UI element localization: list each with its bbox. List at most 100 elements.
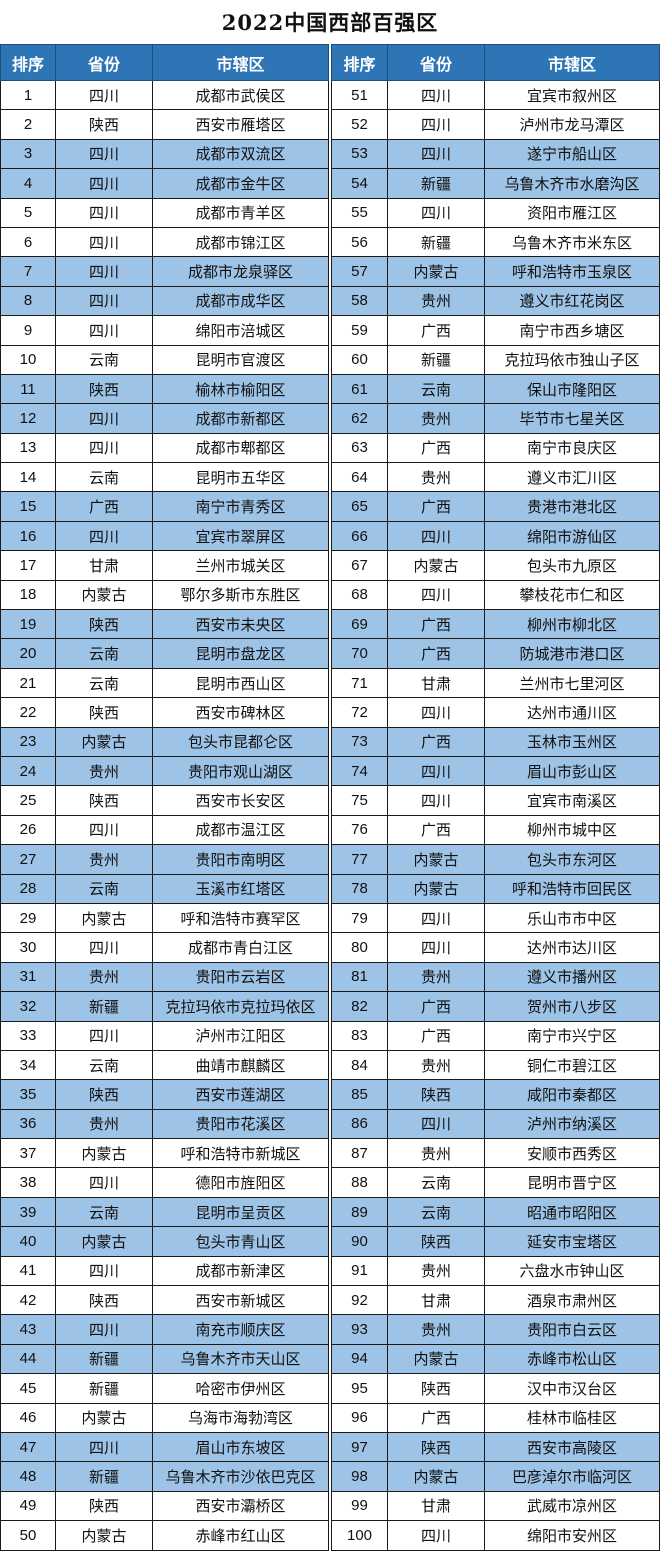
- rank-cell: 88: [331, 1167, 388, 1198]
- rank-cell: 37: [0, 1138, 56, 1169]
- province-cell: 新疆: [55, 991, 153, 1022]
- table-row: 3 四川 成都市双流区: [0, 138, 329, 170]
- province-cell: 广西: [387, 432, 485, 464]
- district-cell: 西安市莲湖区: [152, 1079, 329, 1110]
- table-row: 60 新疆 克拉玛依市独山子区: [331, 344, 660, 375]
- province-cell: 四川: [55, 814, 153, 846]
- rank-cell: 41: [0, 1255, 56, 1287]
- table-row: 11 陕西 榆林市榆阳区: [0, 373, 329, 405]
- district-cell: 乌海市海勃湾区: [152, 1402, 329, 1433]
- district-cell: 遵义市播州区: [484, 961, 660, 993]
- table-row: 76 广西 柳州市城中区: [331, 814, 660, 846]
- rank-cell: 92: [331, 1285, 388, 1316]
- province-cell: 内蒙古: [55, 579, 153, 611]
- province-cell: 广西: [387, 991, 485, 1022]
- table-row: 82 广西 贺州市八步区: [331, 991, 660, 1022]
- rank-cell: 99: [331, 1490, 388, 1522]
- district-cell: 玉林市玉州区: [484, 726, 660, 757]
- district-cell: 昆明市官渡区: [152, 344, 329, 375]
- district-cell: 攀枝花市仁和区: [484, 579, 660, 611]
- table-row: 68 四川 攀枝花市仁和区: [331, 579, 660, 611]
- header-rank: 排序: [0, 44, 56, 81]
- province-cell: 四川: [387, 109, 485, 140]
- table-row: 13 四川 成都市郫都区: [0, 432, 329, 464]
- table-row: 34 云南 曲靖市麒麟区: [0, 1049, 329, 1081]
- rank-cell: 72: [331, 697, 388, 728]
- header-rank: 排序: [331, 44, 388, 81]
- table-row: 86 四川 泸州市纳溪区: [331, 1108, 660, 1140]
- province-cell: 贵州: [387, 1049, 485, 1081]
- province-cell: 四川: [387, 520, 485, 552]
- table-row: 12 四川 成都市新都区: [0, 403, 329, 434]
- province-cell: 云南: [387, 1196, 485, 1228]
- rank-cell: 24: [0, 755, 56, 787]
- header-district: 市辖区: [484, 44, 660, 81]
- district-cell: 贵阳市观山湖区: [152, 755, 329, 787]
- table-row: 70 广西 防城港市港口区: [331, 638, 660, 669]
- district-cell: 达州市通川区: [484, 697, 660, 728]
- district-cell: 西安市雁塔区: [152, 109, 329, 140]
- rank-cell: 48: [0, 1461, 56, 1492]
- district-cell: 兰州市七里河区: [484, 667, 660, 699]
- province-cell: 四川: [387, 197, 485, 228]
- table-row: 10 云南 昆明市官渡区: [0, 344, 329, 375]
- table-row: 17 甘肃 兰州市城关区: [0, 550, 329, 581]
- table-row: 28 云南 玉溪市红塔区: [0, 873, 329, 904]
- district-cell: 呼和浩特市新城区: [152, 1138, 329, 1169]
- table-row: 78 内蒙古 呼和浩特市回民区: [331, 873, 660, 904]
- table-row: 56 新疆 乌鲁木齐市米东区: [331, 226, 660, 258]
- district-cell: 绵阳市涪城区: [152, 315, 329, 346]
- province-cell: 内蒙古: [387, 256, 485, 287]
- table-row: 46 内蒙古 乌海市海勃湾区: [0, 1402, 329, 1433]
- table-row: 4 四川 成都市金牛区: [0, 168, 329, 199]
- district-cell: 成都市金牛区: [152, 168, 329, 199]
- province-cell: 云南: [55, 873, 153, 904]
- province-cell: 四川: [387, 755, 485, 787]
- rank-cell: 38: [0, 1167, 56, 1198]
- district-cell: 眉山市东坡区: [152, 1431, 329, 1463]
- province-cell: 新疆: [55, 1373, 153, 1404]
- district-cell: 柳州市柳北区: [484, 609, 660, 640]
- district-cell: 成都市新都区: [152, 403, 329, 434]
- header-district: 市辖区: [152, 44, 329, 81]
- province-cell: 四川: [387, 785, 485, 816]
- province-cell: 陕西: [55, 697, 153, 728]
- rank-cell: 11: [0, 373, 56, 405]
- district-cell: 昆明市呈贡区: [152, 1196, 329, 1228]
- table-row: 98 内蒙古 巴彦淖尔市临河区: [331, 1461, 660, 1492]
- table-row: 27 贵州 贵阳市南明区: [0, 844, 329, 875]
- table-row: 43 四川 南充市顺庆区: [0, 1314, 329, 1345]
- table-row: 88 云南 昆明市晋宁区: [331, 1167, 660, 1198]
- rank-cell: 25: [0, 785, 56, 816]
- table-row: 95 陕西 汉中市汉台区: [331, 1373, 660, 1404]
- province-cell: 云南: [55, 638, 153, 669]
- province-cell: 贵州: [387, 462, 485, 493]
- table-row: 58 贵州 遵义市红花岗区: [331, 285, 660, 317]
- district-cell: 贵阳市花溪区: [152, 1108, 329, 1140]
- district-cell: 贵阳市云岩区: [152, 961, 329, 993]
- rank-cell: 94: [331, 1343, 388, 1375]
- rank-cell: 82: [331, 991, 388, 1022]
- rank-cell: 46: [0, 1402, 56, 1433]
- table-row: 57 内蒙古 呼和浩特市玉泉区: [331, 256, 660, 287]
- table-row: 96 广西 桂林市临桂区: [331, 1402, 660, 1433]
- province-cell: 贵州: [55, 1108, 153, 1140]
- province-cell: 四川: [55, 932, 153, 963]
- district-cell: 西安市碑林区: [152, 697, 329, 728]
- province-cell: 甘肃: [55, 550, 153, 581]
- table-row: 51 四川 宜宾市叙州区: [331, 79, 660, 111]
- rank-cell: 80: [331, 932, 388, 963]
- rank-cell: 64: [331, 462, 388, 493]
- province-cell: 内蒙古: [55, 1402, 153, 1433]
- district-cell: 克拉玛依市独山子区: [484, 344, 660, 375]
- province-cell: 贵州: [387, 403, 485, 434]
- province-cell: 新疆: [55, 1343, 153, 1375]
- province-cell: 贵州: [55, 844, 153, 875]
- district-cell: 柳州市城中区: [484, 814, 660, 846]
- table-row: 66 四川 绵阳市游仙区: [331, 520, 660, 552]
- rank-cell: 34: [0, 1049, 56, 1081]
- province-cell: 广西: [55, 491, 153, 522]
- province-cell: 广西: [387, 315, 485, 346]
- province-cell: 贵州: [387, 1314, 485, 1345]
- rank-cell: 89: [331, 1196, 388, 1228]
